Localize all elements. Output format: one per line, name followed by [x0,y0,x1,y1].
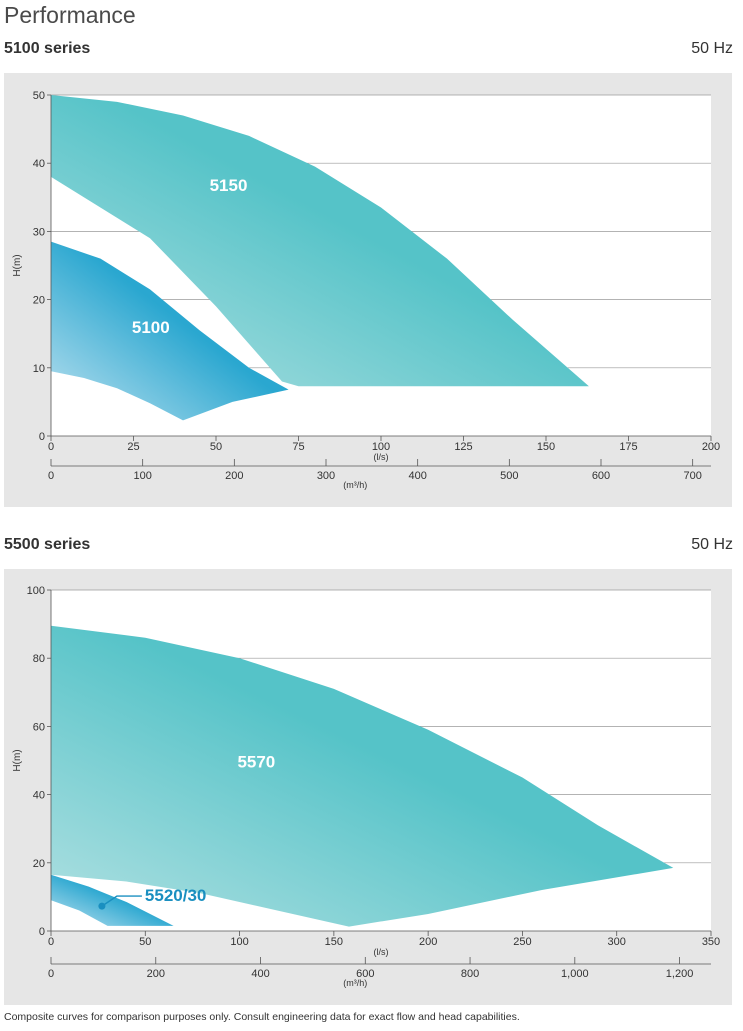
x-tick-label-1: 25 [127,441,139,453]
chart-panel-5100: 0 10 20 30 40 50 H(m) 0 25 50 75 100 125 150 175 200 (l/… [4,73,732,507]
y-tick-label-3: 30 [33,226,45,238]
x-tick-label-0: 0 [48,441,54,453]
x2-tick-label-3: 300 [317,470,335,482]
chart-panel-5500: 0 20 40 60 80 100 H(m) 0 50 100 150 200 250 300 350 (l/… [4,569,732,1005]
x2-tick-label-1: 100 [133,470,151,482]
x2-axis-label: (m³/h) [343,480,367,490]
x-tick-label-1: 50 [139,936,151,948]
x2-tick-label-6: 600 [592,470,610,482]
x-tick-label-5: 250 [513,936,531,948]
x-tick-label-4: 100 [372,441,390,453]
x-tick-label-2: 100 [230,936,248,948]
x-tick-label-7: 350 [702,936,720,948]
x2-axis-label: (m³/h) [343,978,367,988]
x2-tick-label-5: 1,000 [561,968,589,980]
x-tick-label-2: 50 [210,441,222,453]
annotation-leader [101,895,142,907]
frequency-label-5500: 50 Hz [691,536,733,553]
x2-tick-label-0: 0 [48,470,54,482]
x2-tick-label-3: 600 [356,968,374,980]
x-axis-label: (l/s) [374,452,389,462]
y-tick-label-1: 20 [33,858,45,870]
series-title-5100: 5100 series [4,40,91,57]
x-tick-label-8: 200 [702,441,720,453]
series-area-5520-30 [51,874,174,926]
footnote: Composite curves for comparison purposes… [4,1011,520,1023]
x-axis-label: (l/s) [374,947,389,957]
frequency-label-5100: 50 Hz [691,40,733,57]
x-tick-label-5: 125 [454,441,472,453]
x-tick-label-3: 150 [325,936,343,948]
y-axis-label: H(m) [12,254,23,276]
x2-tick-label-0: 0 [48,968,54,980]
series-label-5100: 5100 [132,318,170,337]
x-tick-label-0: 0 [48,936,54,948]
series-title-5500: 5500 series [4,536,91,553]
y-tick-label-0: 0 [39,926,45,938]
x-tick-label-6: 300 [608,936,626,948]
x2-tick-label-4: 800 [461,968,479,980]
page-title: Performance [4,2,136,28]
y-axis-label: H(m) [12,749,23,771]
x2-tick-label-2: 400 [251,968,269,980]
y-tick-label-4: 80 [33,653,45,665]
y-tick-label-2: 40 [33,790,45,802]
x-tick-label-4: 200 [419,936,437,948]
series-label-5150: 5150 [210,176,248,195]
x2-tick-label-6: 1,200 [666,968,694,980]
y-tick-label-3: 60 [33,721,45,733]
y-tick-label-5: 100 [27,585,45,597]
series-label-5570: 5570 [237,753,275,772]
x2-tick-label-1: 200 [147,968,165,980]
x2-tick-label-5: 500 [500,470,518,482]
x2-tick-label-4: 400 [408,470,426,482]
x-tick-label-6: 150 [537,441,555,453]
chart-5100-series: 0 10 20 30 40 50 H(m) 0 25 50 75 100 125 150 175 200 (l/… [12,90,720,490]
y-tick-label-2: 20 [33,295,45,307]
y-tick-label-5: 50 [33,90,45,102]
x-tick-label-7: 175 [619,441,637,453]
series-area-5100 [51,241,289,421]
y-tick-label-4: 40 [33,158,45,170]
x2-tick-label-2: 200 [225,470,243,482]
annotation-label: 5520/30 [145,886,206,905]
x2-tick-label-7: 700 [683,470,701,482]
series-area-5150 [51,95,589,387]
x-tick-label-3: 75 [292,441,304,453]
series-area-5570 [51,625,674,927]
y-tick-label-1: 10 [33,363,45,375]
y-tick-label-0: 0 [39,431,45,443]
chart-5500-series: 0 20 40 60 80 100 H(m) 0 50 100 150 200 250 300 350 (l/… [12,585,720,988]
